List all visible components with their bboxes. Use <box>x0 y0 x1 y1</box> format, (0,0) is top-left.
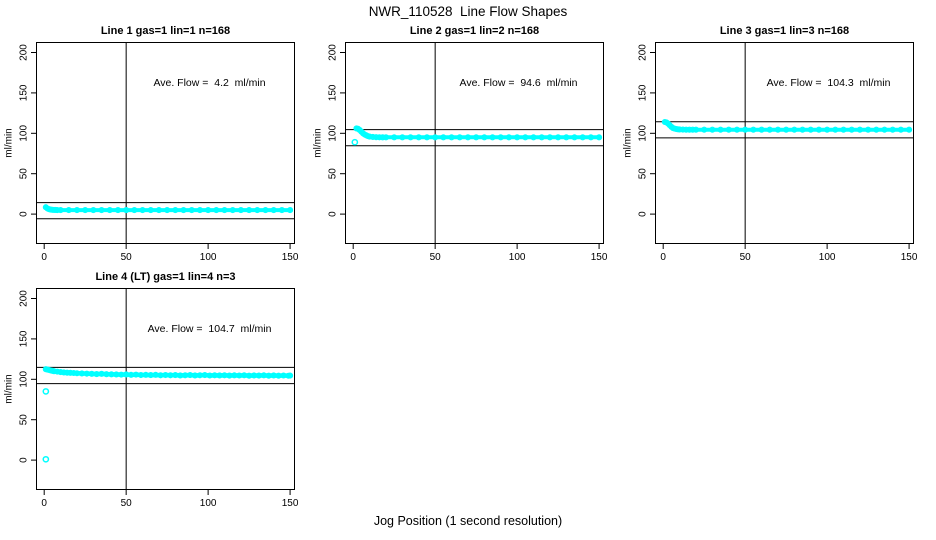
svg-text:50: 50 <box>121 252 133 263</box>
svg-text:150: 150 <box>282 498 299 509</box>
svg-text:100: 100 <box>200 498 217 509</box>
ave-flow-annotation-line-4: Ave. Flow = 104.7 ml/min <box>147 323 272 335</box>
svg-text:150: 150 <box>19 84 30 101</box>
svg-text:200: 200 <box>19 44 30 61</box>
svg-text:ml/min: ml/min <box>313 128 324 157</box>
panel-line-4: Line 4 (LT) gas=1 lin=4 n=3 0 50 100 150 200… <box>4 271 299 509</box>
svg-text:100: 100 <box>509 252 526 263</box>
panel-title-line-3: Line 3 gas=1 lin=3 n=168 <box>719 25 850 37</box>
svg-text:0: 0 <box>19 457 30 463</box>
plot-area-line-4: 0 50 100 150 200 0 50 100 150 ml/min <box>4 288 299 509</box>
ave-flow-annotation-line-2: Ave. Flow = 94.6 ml/min <box>459 77 578 89</box>
plot-area-line-3: 0 50 100 150 200 0 50 100 150 ml/min <box>623 42 918 263</box>
panel-line-3: Line 3 gas=1 lin=3 n=168 0 50 100 150 200 0 50… <box>623 25 918 263</box>
svg-text:50: 50 <box>740 252 752 263</box>
svg-text:50: 50 <box>19 168 30 180</box>
svg-text:0: 0 <box>41 252 47 263</box>
svg-text:150: 150 <box>328 84 339 101</box>
panel-line-2: Line 2 gas=1 lin=2 n=168 0 50 100 150 200 0 50… <box>313 25 608 263</box>
svg-text:150: 150 <box>638 84 649 101</box>
svg-text:50: 50 <box>328 168 339 180</box>
svg-text:0: 0 <box>19 211 30 217</box>
svg-text:150: 150 <box>901 252 918 263</box>
svg-text:200: 200 <box>328 44 339 61</box>
ave-flow-annotation-line-3: Ave. Flow = 104.3 ml/min <box>766 77 891 89</box>
svg-text:100: 100 <box>819 252 836 263</box>
svg-text:ml/min: ml/min <box>623 128 634 157</box>
svg-text:150: 150 <box>19 330 30 347</box>
svg-text:200: 200 <box>638 44 649 61</box>
svg-text:100: 100 <box>19 125 30 142</box>
svg-text:ml/min: ml/min <box>4 128 15 157</box>
panel-line-1: Line 1 gas=1 lin=1 n=168 0 50 100 150 200 0 50… <box>4 25 299 263</box>
svg-text:200: 200 <box>19 290 30 307</box>
svg-text:0: 0 <box>660 252 666 263</box>
svg-text:100: 100 <box>638 125 649 142</box>
svg-text:100: 100 <box>200 252 217 263</box>
svg-text:100: 100 <box>328 125 339 142</box>
svg-text:100: 100 <box>19 371 30 388</box>
panel-title-line-2: Line 2 gas=1 lin=2 n=168 <box>409 25 540 37</box>
x-axis-title: Jog Position (1 second resolution) <box>373 514 563 528</box>
svg-text:0: 0 <box>41 498 47 509</box>
svg-text:ml/min: ml/min <box>4 374 15 403</box>
svg-text:0: 0 <box>328 211 339 217</box>
svg-text:0: 0 <box>350 252 356 263</box>
panel-title-line-1: Line 1 gas=1 lin=1 n=168 <box>100 25 231 37</box>
svg-text:50: 50 <box>19 414 30 426</box>
svg-text:50: 50 <box>430 252 442 263</box>
svg-text:150: 150 <box>282 252 299 263</box>
main-title: NWR_110528 Line Flow Shapes <box>368 4 568 19</box>
svg-text:150: 150 <box>591 252 608 263</box>
plot-area-line-2: 0 50 100 150 200 0 50 100 150 ml/min <box>313 42 608 263</box>
svg-text:50: 50 <box>121 498 133 509</box>
svg-text:50: 50 <box>638 168 649 180</box>
ave-flow-annotation-line-1: Ave. Flow = 4.2 ml/min <box>153 77 266 89</box>
panel-title-line-4: Line 4 (LT) gas=1 lin=4 n=3 <box>95 271 236 283</box>
svg-text:0: 0 <box>638 211 649 217</box>
plot-area-line-1: 0 50 100 150 200 0 50 100 150 ml/min <box>4 42 299 263</box>
